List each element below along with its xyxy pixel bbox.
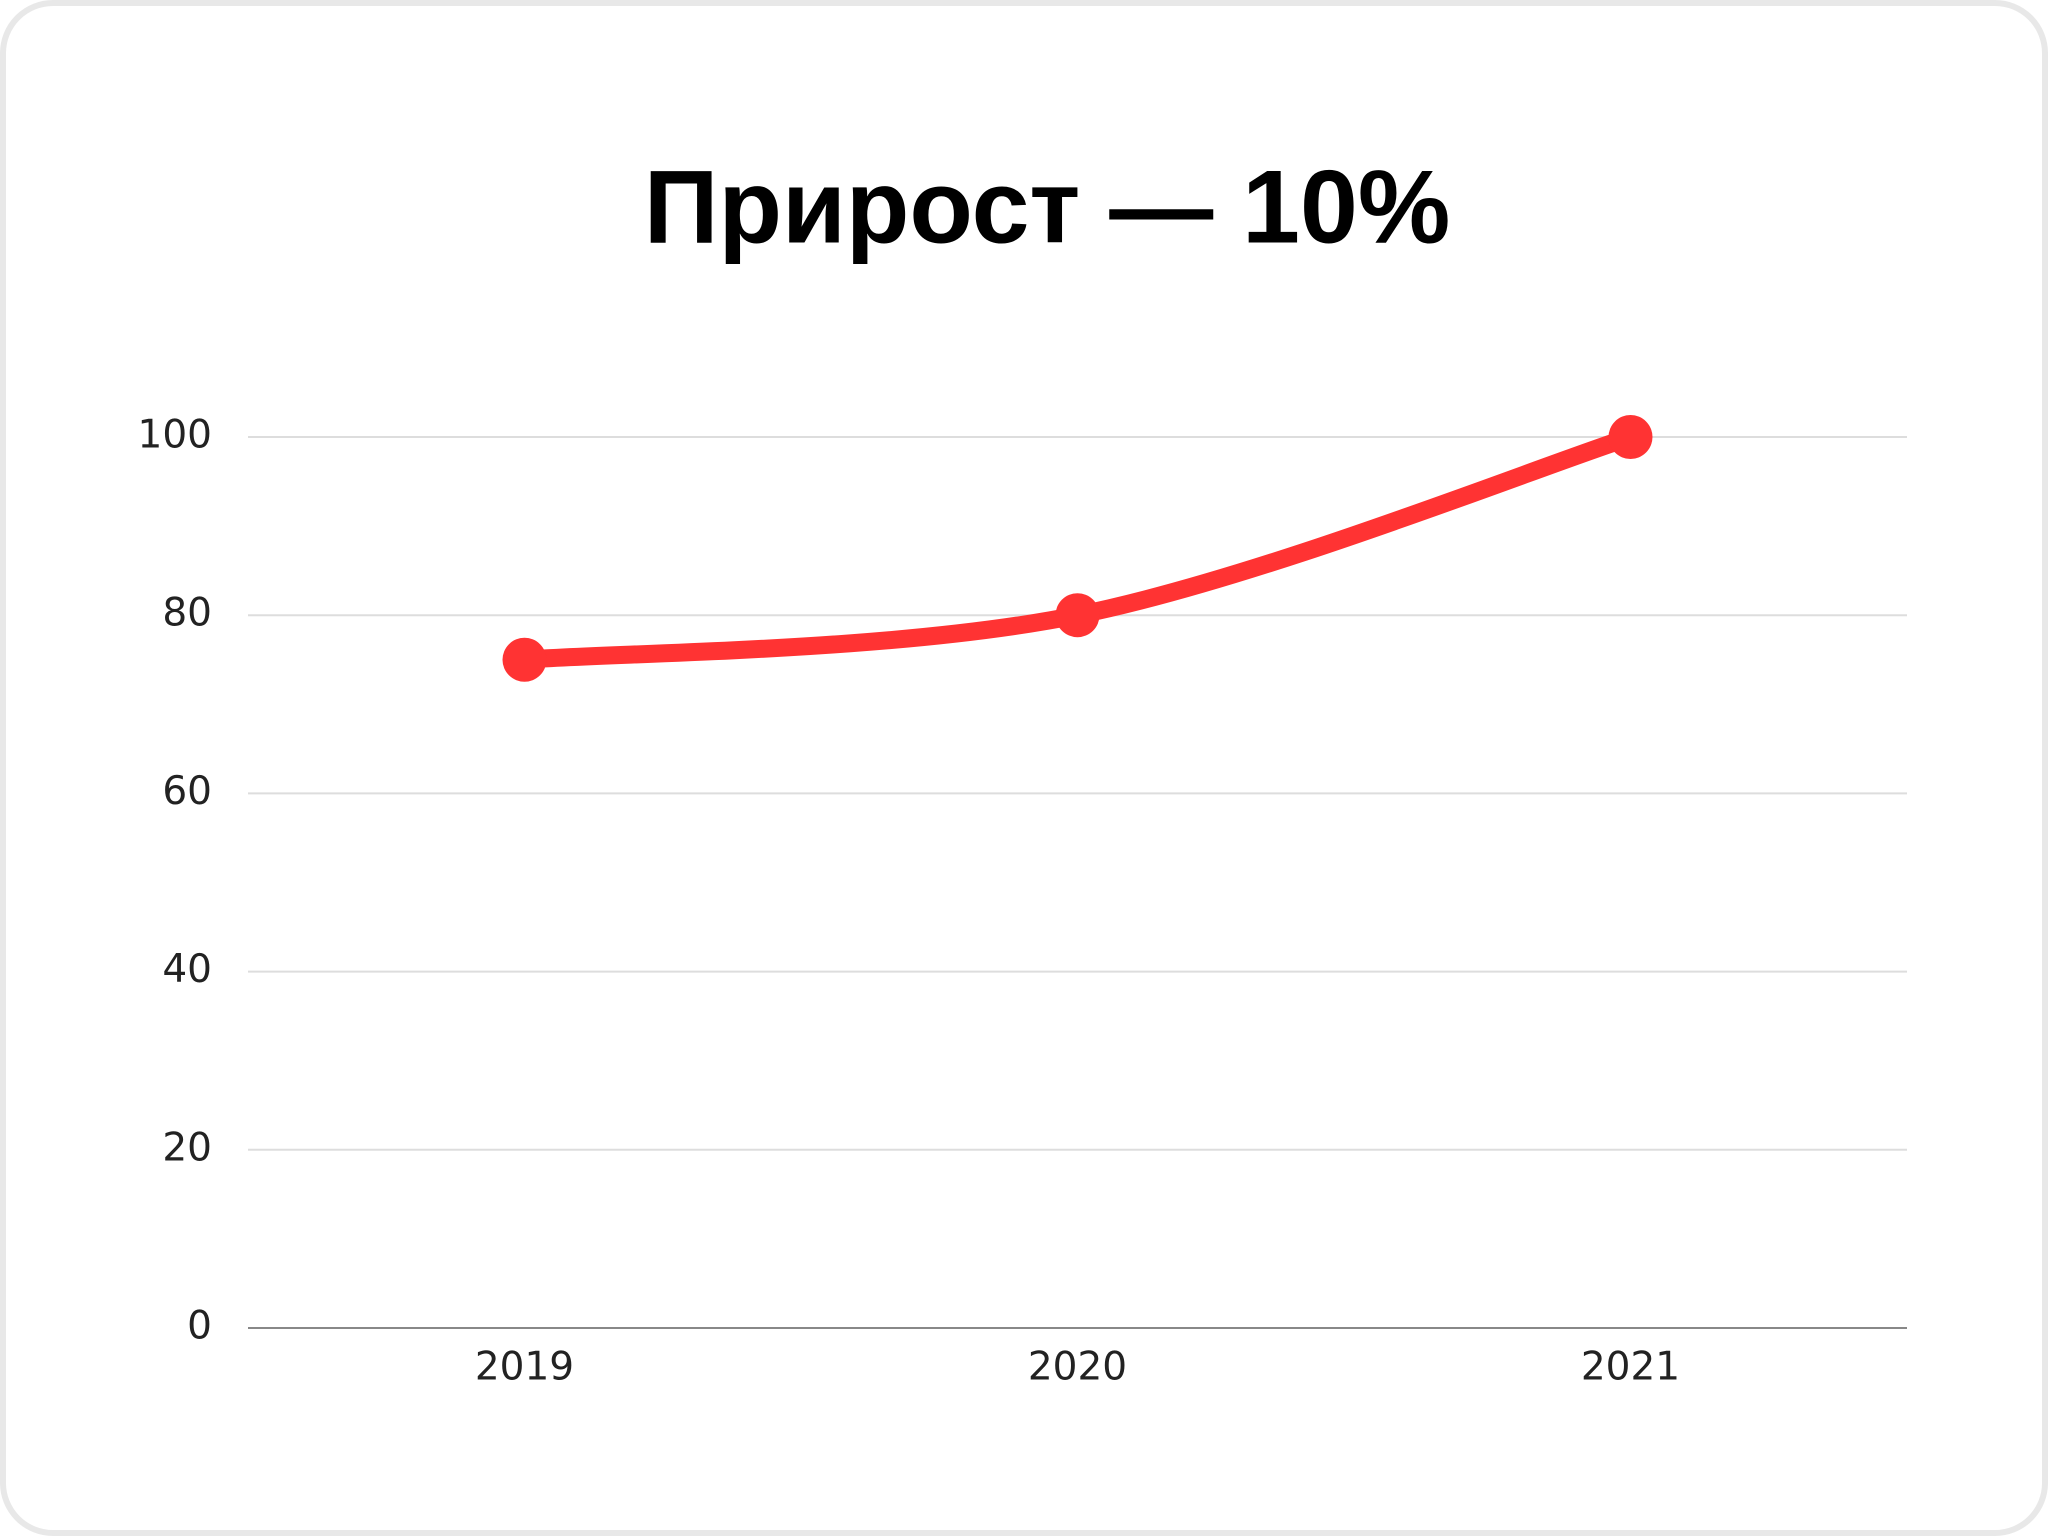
x-tick-label: 2019 (475, 1345, 574, 1390)
point (1055, 593, 1100, 638)
y-tick-label: 40 (162, 947, 212, 992)
y-tick-label: 80 (162, 591, 212, 636)
point (1608, 415, 1653, 459)
y-tick-label: 0 (187, 1304, 212, 1349)
y-tick-label: 100 (138, 413, 212, 458)
y-tick-label: 20 (162, 1125, 212, 1170)
x-tick-label: 2020 (1028, 1345, 1127, 1390)
x-tick-label: 2021 (1581, 1345, 1680, 1390)
y-tick-label: 60 (162, 769, 212, 814)
point (502, 637, 547, 682)
chart-title: Прирост — 10% (644, 149, 1451, 265)
